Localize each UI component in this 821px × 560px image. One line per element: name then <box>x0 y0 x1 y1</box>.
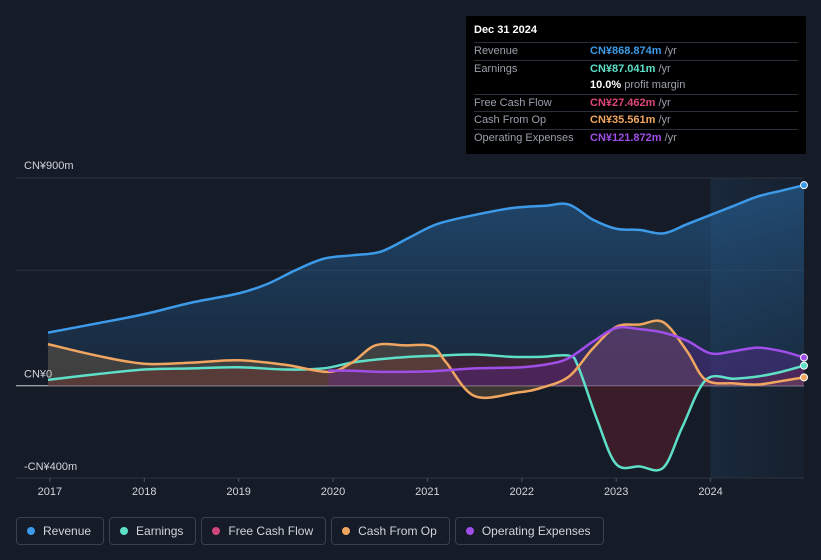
area-revenue <box>48 185 804 386</box>
tooltip-row: Revenue CN¥868.874m/yr <box>474 42 798 60</box>
area-cash-from-op <box>48 320 804 398</box>
tooltip-row: 10.0% profit margin <box>474 77 798 94</box>
tooltip-label: Cash From Op <box>474 114 547 127</box>
area-earnings <box>48 354 804 471</box>
endpoint-cash-from-op <box>800 373 808 382</box>
x-tick-label: 2023 <box>604 486 628 498</box>
legend-dot-icon <box>120 527 129 535</box>
series-areas <box>48 185 804 471</box>
x-tick-label: 2019 <box>226 486 250 498</box>
legend: Revenue Earnings Free Cash Flow Cash From O… <box>16 517 604 545</box>
tooltip-row: Earnings CN¥87.041m/yr <box>474 59 798 78</box>
legend-label: Earnings <box>136 524 184 538</box>
tooltip-row: Cash From Op CN¥35.561m/yr <box>474 111 798 129</box>
x-tick-label: 2022 <box>510 486 534 498</box>
legend-item-earnings[interactable]: Earnings <box>109 517 197 545</box>
endpoint-operating-expenses <box>800 353 808 362</box>
x-tick-label: 2018 <box>132 486 156 498</box>
endpoint-revenue <box>800 181 808 190</box>
legend-item-cash-from-op[interactable]: Cash From Op <box>331 517 450 545</box>
legend-label: Revenue <box>43 524 92 538</box>
tooltip-unit: /yr <box>658 62 671 75</box>
x-tick-label: 2024 <box>698 486 722 498</box>
legend-dot-icon <box>342 527 351 535</box>
tooltip-unit: /yr <box>658 96 671 109</box>
y-tick-label: -CN¥400m <box>24 461 77 473</box>
legend-label: Free Cash Flow <box>228 524 314 538</box>
series-lines <box>47 181 808 472</box>
line-revenue <box>47 183 805 334</box>
tooltip-unit: /yr <box>664 131 677 144</box>
legend-item-operating-expenses[interactable]: Operating Expenses <box>454 517 604 545</box>
tooltip-value: CN¥27.462m <box>590 96 656 109</box>
legend-dot-icon <box>212 527 221 535</box>
legend-item-free-cash-flow[interactable]: Free Cash Flow <box>201 517 327 545</box>
tooltip-date: Dec 31 2024 <box>474 24 537 36</box>
tooltip-unit: /yr <box>664 45 677 58</box>
y-tick-label: CN¥900m <box>24 160 74 172</box>
tooltip-label: Operating Expenses <box>474 131 574 144</box>
tooltip-value: CN¥868.874m <box>590 45 662 58</box>
x-tick-label: 2020 <box>321 486 345 498</box>
x-axis: 2017 2018 2019 2020 2021 2022 2023 2024 <box>38 478 723 498</box>
tooltip-label: Revenue <box>474 45 519 58</box>
tooltip-value: CN¥87.041m <box>590 62 656 75</box>
legend-dot-icon <box>465 527 474 535</box>
tooltip: Dec 31 2024 Revenue CN¥868.874m/yr Earning… <box>466 16 806 154</box>
tooltip-label: Free Cash Flow <box>474 96 552 109</box>
legend-label: Cash From Op <box>358 524 437 538</box>
legend-label: Operating Expenses <box>481 524 591 538</box>
endpoint-earnings <box>800 361 808 370</box>
line-operating-expenses <box>328 325 805 374</box>
tooltip-value: CN¥121.872m <box>590 131 662 144</box>
tooltip-value: CN¥35.561m <box>590 114 656 127</box>
legend-dot-icon <box>27 527 35 535</box>
tooltip-unit: profit margin <box>624 79 686 92</box>
y-tick-label: CN¥0 <box>24 369 52 381</box>
line-earnings <box>47 353 805 472</box>
y-axis: CN¥900m CN¥0 -CN¥400m <box>24 160 77 473</box>
tooltip-label: Earnings <box>474 62 518 75</box>
tooltip-value: 10.0% <box>590 79 622 92</box>
x-tick-label: 2017 <box>38 486 62 498</box>
tooltip-unit: /yr <box>658 114 671 127</box>
legend-item-revenue[interactable]: Revenue <box>16 517 105 545</box>
x-tick-label: 2021 <box>415 486 439 498</box>
tooltip-row: Free Cash Flow CN¥27.462m/yr <box>474 93 798 112</box>
line-cash-from-op <box>47 319 805 400</box>
tooltip-row: Operating Expenses CN¥121.872m/yr <box>474 128 798 147</box>
